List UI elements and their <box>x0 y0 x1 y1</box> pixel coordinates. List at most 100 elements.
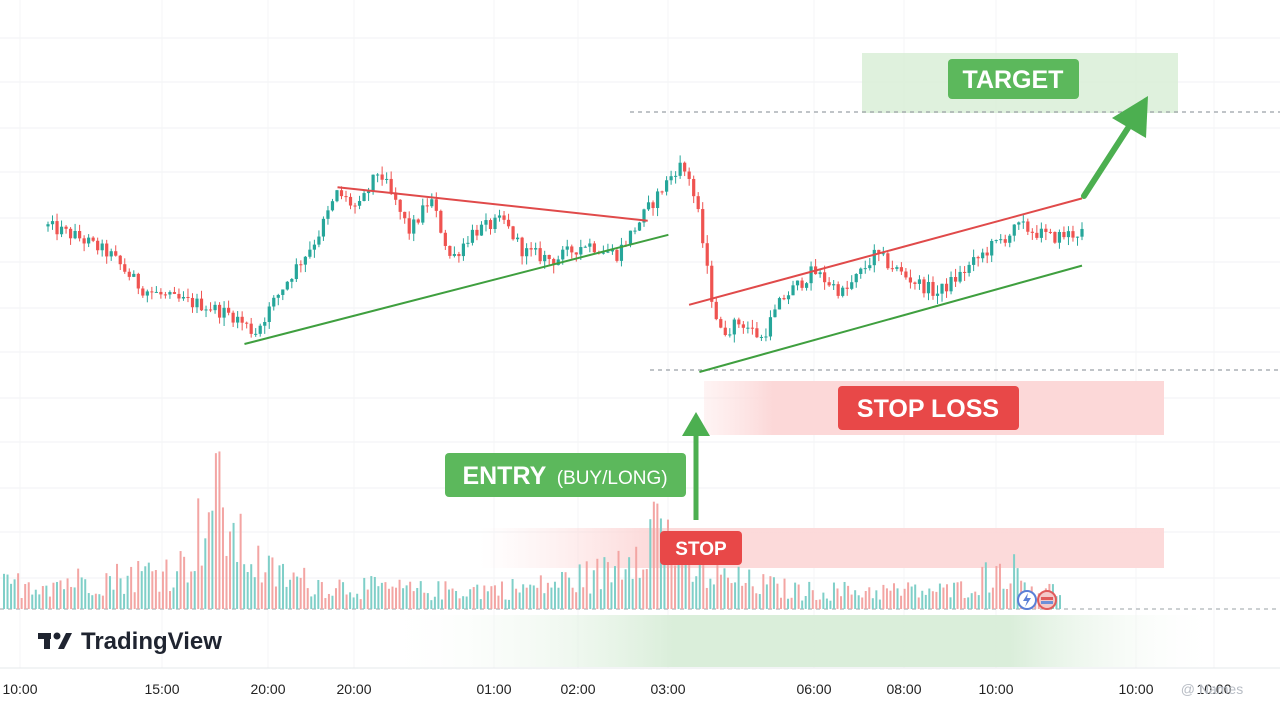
volume-bar <box>193 571 196 609</box>
volume-bar <box>779 597 782 609</box>
candle <box>168 290 172 299</box>
candle <box>655 188 660 217</box>
candle <box>755 322 759 339</box>
brand-name: TradingView <box>81 628 222 655</box>
candle <box>552 257 556 274</box>
volume-bar <box>917 597 920 609</box>
candle <box>412 215 416 242</box>
candle <box>380 166 384 186</box>
volume-bar <box>433 596 436 609</box>
volume-bar <box>744 582 747 609</box>
candle <box>294 258 298 283</box>
volume-bar <box>758 594 761 609</box>
candle <box>362 190 366 202</box>
volume-bar <box>48 596 51 609</box>
volume-bar <box>825 598 828 609</box>
volume-bar <box>387 588 390 609</box>
candle <box>795 280 800 291</box>
candle <box>407 211 411 240</box>
candle <box>926 274 931 301</box>
x-tick-label: 10:00 <box>1118 681 1153 697</box>
candles <box>46 155 1084 343</box>
candle <box>267 302 271 329</box>
volume-bar <box>536 587 539 609</box>
candle <box>886 251 890 270</box>
green-trendline[interactable] <box>699 264 1083 373</box>
volume-bar <box>818 599 821 609</box>
volume-bar <box>522 584 525 609</box>
candle <box>664 176 669 196</box>
candle <box>836 281 840 299</box>
volume-bar <box>571 587 574 609</box>
volume-bar <box>582 587 585 609</box>
candle <box>299 260 303 273</box>
candle <box>357 195 362 210</box>
candle <box>64 225 68 234</box>
volume-bar <box>41 586 44 609</box>
volume-bar <box>448 589 451 609</box>
candle <box>1071 225 1075 242</box>
candle <box>502 210 506 225</box>
volume-bar <box>423 592 426 609</box>
volume-bar <box>613 566 616 609</box>
volume-bar <box>589 593 592 609</box>
volume-bar <box>878 599 881 609</box>
candle <box>931 276 935 300</box>
volume-bar <box>691 581 694 609</box>
event-icons[interactable] <box>1017 590 1057 610</box>
volume-bar <box>1006 588 1009 609</box>
volume-bar <box>274 586 277 609</box>
volume-bar <box>225 555 228 609</box>
candle <box>1026 218 1030 236</box>
brand-strip <box>380 615 1220 667</box>
red-trendline[interactable] <box>688 197 1083 306</box>
candle <box>574 252 578 262</box>
candle <box>312 239 317 258</box>
candle <box>990 238 994 263</box>
volume-bar <box>236 561 239 609</box>
volume-bar <box>239 513 242 609</box>
volume-bar <box>705 587 708 609</box>
volume-bar <box>642 569 645 609</box>
candle <box>290 277 294 289</box>
volume-bar <box>320 582 323 609</box>
volume-bar <box>257 545 260 609</box>
volume-bar <box>546 582 549 609</box>
candle <box>78 224 82 242</box>
volume-bar <box>924 594 927 609</box>
volume-bar <box>808 581 811 609</box>
candle <box>470 224 475 246</box>
green-trendline[interactable] <box>244 233 669 345</box>
candle <box>777 296 782 310</box>
volume-bar <box>370 576 373 609</box>
candle <box>317 230 321 248</box>
entry-sublabel: (BUY/LONG) <box>557 468 668 489</box>
volume-bar <box>649 519 652 609</box>
candle <box>773 304 777 318</box>
volume-bar <box>617 550 620 609</box>
candle <box>452 246 456 258</box>
candle <box>488 218 493 235</box>
candle <box>326 205 330 225</box>
candle <box>972 249 976 272</box>
candle <box>281 289 285 301</box>
volume-bar <box>419 581 422 609</box>
red-trendline[interactable] <box>337 186 648 222</box>
candle <box>1057 229 1062 249</box>
candle <box>592 241 596 255</box>
volume-bar <box>373 576 376 609</box>
candle <box>827 277 831 287</box>
volume-bar <box>635 546 638 609</box>
volume-bar <box>606 562 609 609</box>
volume-bar <box>1013 554 1016 609</box>
volume-bar <box>550 587 553 609</box>
candle <box>953 268 958 287</box>
candle <box>217 302 222 324</box>
volume-bar <box>317 579 320 609</box>
candle <box>73 223 77 240</box>
volume-bar <box>938 583 941 609</box>
volume-bar <box>313 594 316 609</box>
candle <box>321 216 326 241</box>
volume-bar <box>1016 568 1019 609</box>
